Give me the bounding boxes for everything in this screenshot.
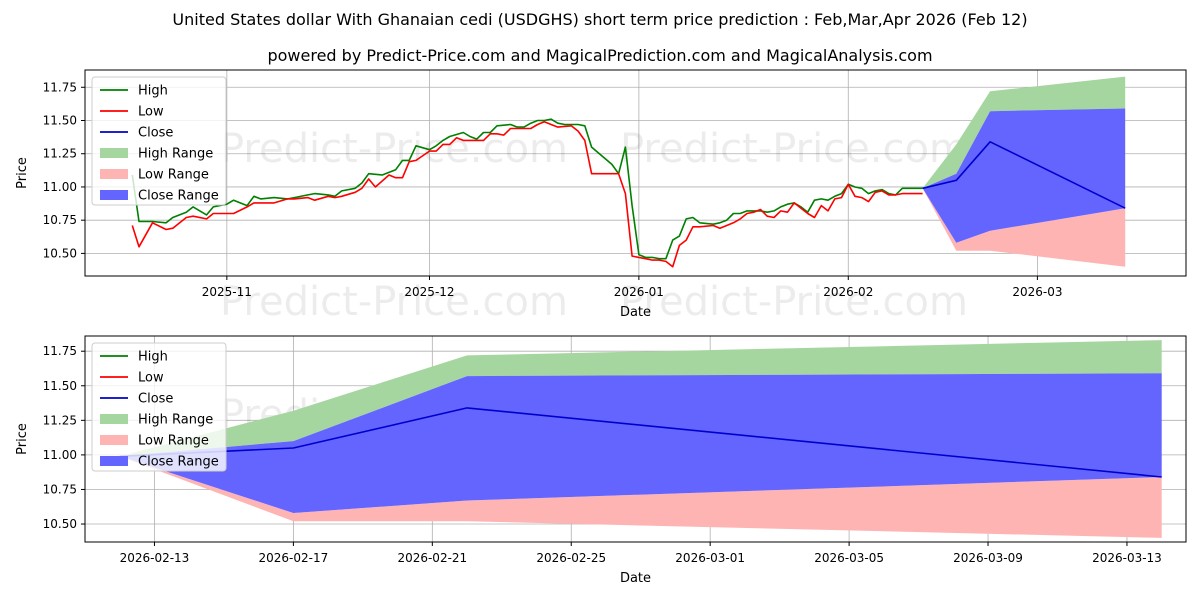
legend-label: High: [138, 350, 168, 365]
x-tick-label: 2026-02-17: [259, 551, 329, 565]
x-tick-label: 2026-03-01: [675, 551, 745, 565]
y-tick-label: 11.75: [43, 344, 77, 358]
x-axis-label: Date: [620, 571, 651, 586]
y-tick-label: 11.25: [43, 147, 77, 161]
y-tick-label: 11.25: [43, 413, 77, 427]
watermark-text: Predict-Price.com: [620, 126, 968, 172]
y-axis-label: Price: [15, 157, 30, 189]
plot-frame: [84, 335, 1187, 543]
close-range-band: [922, 108, 1126, 243]
watermark-text: Predict-Price.com: [220, 279, 568, 325]
x-tick-label: 2026-02-13: [120, 551, 190, 565]
chart-title: United States dollar With Ghanaian cedi …: [172, 10, 1028, 29]
x-tick-label: 2026-03-09: [953, 551, 1023, 565]
chart-panel-2: Predict-Price.comPredict-Price.com10.501…: [15, 335, 1187, 586]
legend-label: Low: [138, 105, 164, 120]
y-tick-label: 11.00: [43, 180, 77, 194]
legend-label: Close: [138, 392, 173, 407]
legend-swatch-patch: [100, 414, 128, 424]
legend: High Low Close High Range Low Range Close Ran…: [91, 76, 227, 206]
legend-label: High Range: [138, 147, 213, 162]
y-tick-label: 11.75: [43, 80, 77, 94]
x-tick-label: 2026-03-13: [1092, 551, 1162, 565]
legend-swatch-patch: [100, 148, 128, 158]
legend: High Low Close High Range Low Range Close Ran…: [91, 342, 227, 472]
x-tick-label: 2026-03-05: [814, 551, 884, 565]
y-axis-label: Price: [15, 423, 30, 455]
y-tick-label: 11.50: [43, 114, 77, 128]
legend-label: High: [138, 84, 168, 99]
y-tick-label: 10.50: [43, 246, 77, 260]
y-tick-label: 10.75: [43, 213, 77, 227]
y-tick-label: 11.50: [43, 379, 77, 393]
close-line: [922, 141, 1126, 209]
legend-label: Low: [138, 371, 164, 386]
x-tick-label: 2026-02-21: [397, 551, 467, 565]
legend-label: Low Range: [138, 434, 209, 449]
legend-swatch-patch: [100, 169, 128, 179]
legend-label: Close Range: [138, 455, 219, 470]
close-range-band: [119, 373, 1162, 513]
high-line: [131, 118, 923, 260]
x-tick-label: 2026-02: [823, 285, 873, 299]
high-range-band: [119, 340, 1162, 457]
legend-label: Low Range: [138, 168, 209, 183]
watermark-text: Predict-Price.com: [220, 126, 568, 172]
plot-area: [131, 76, 1126, 268]
legend-swatch-patch: [100, 190, 128, 200]
legend-label: Close Range: [138, 189, 219, 204]
plot-frame: [84, 69, 1187, 277]
x-tick-label: 2026-02-25: [536, 551, 606, 565]
x-tick-label: 2025-11: [202, 285, 252, 299]
legend-swatch-patch: [100, 456, 128, 466]
low-range-band: [119, 456, 1162, 538]
plot-area: [119, 340, 1162, 538]
legend-label: Close: [138, 126, 173, 141]
x-tick-label: 2025-12: [404, 285, 454, 299]
y-tick-label: 10.75: [43, 482, 77, 496]
y-tick-label: 11.00: [43, 448, 77, 462]
legend-swatch-patch: [100, 435, 128, 445]
legend-label: High Range: [138, 413, 213, 428]
low-line: [131, 121, 923, 268]
x-tick-label: 2026-03: [1012, 285, 1062, 299]
x-axis-label: Date: [620, 305, 651, 320]
high-range-band: [922, 76, 1126, 189]
watermark-text: Predict-Price.com: [620, 279, 968, 325]
y-tick-label: 10.50: [43, 517, 77, 531]
low-range-band: [922, 188, 1126, 267]
chart-panel-1: Predict-Price.com Predict-Price.com 10.50 1…: [15, 69, 1187, 320]
x-tick-label: 2026-01: [614, 285, 664, 299]
chart-subtitle: powered by Predict-Price.com and Magical…: [267, 46, 933, 65]
